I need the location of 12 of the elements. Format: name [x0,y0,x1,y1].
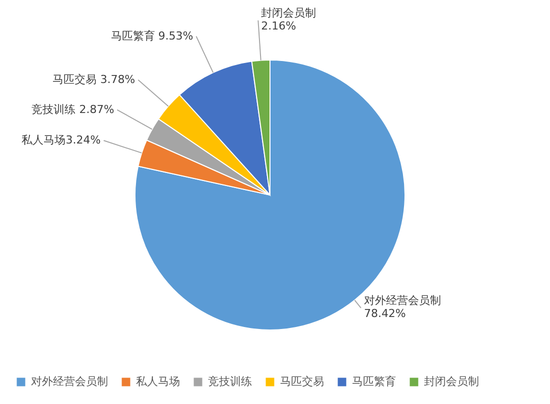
data-label: 封闭会员制 2.16% [261,6,316,32]
data-label: 对外经营会员制 78.42% [364,294,441,320]
legend-label: 对外经营会员制 [31,375,108,388]
data-label: 马匹交易 3.78% [52,72,136,86]
legend-label: 私人马场 [136,375,180,388]
data-label: 私人马场3.24% [22,134,101,147]
legend-label: 封闭会员制 [424,375,479,388]
legend-label: 马匹繁育 [352,375,396,388]
data-label: 竞技训练 2.87% [32,102,114,116]
legend-label: 竞技训练 [208,375,252,388]
legend-label: 马匹交易 [280,375,324,388]
data-label: 马匹繁育 9.53% [110,29,194,42]
